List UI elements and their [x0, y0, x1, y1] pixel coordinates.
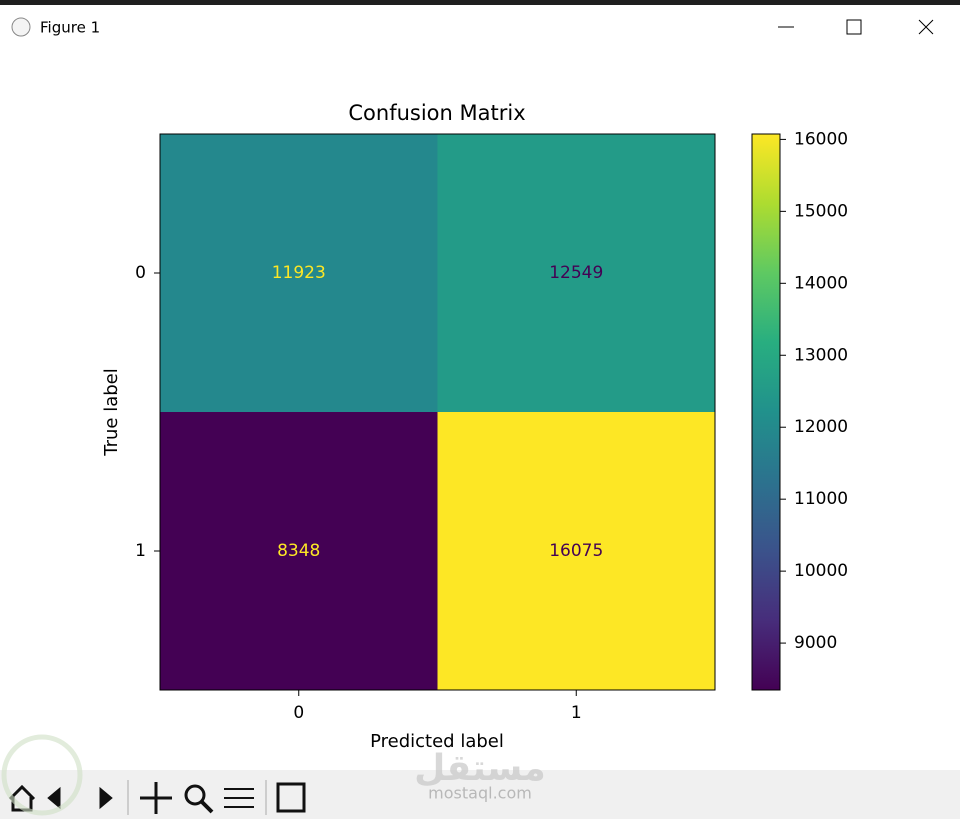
heatmap-cell: [437, 412, 715, 690]
colorbar-tick-label: 9000: [794, 633, 837, 653]
watermark-arabic: مستقل: [414, 748, 546, 789]
chart-title: Confusion Matrix: [348, 101, 525, 125]
heatmap-cell: [160, 412, 438, 690]
heatmap-cell: [160, 134, 438, 412]
toolbar: [0, 770, 960, 819]
watermark-logo: [1, 734, 83, 816]
app-icon: [11, 17, 31, 37]
colorbar-tick-label: 11000: [794, 489, 848, 509]
x-tick-label: 1: [571, 703, 582, 723]
colorbar-tick-label: 12000: [794, 417, 848, 437]
maximize-button[interactable]: [846, 19, 862, 35]
y-tick-label: 1: [135, 541, 146, 561]
configure-button[interactable]: [224, 788, 254, 808]
colorbar-tick-label: 13000: [794, 345, 848, 365]
save-button[interactable]: [276, 782, 306, 813]
heatmap-cell: [437, 134, 715, 412]
x-axis-label: Predicted label: [370, 731, 504, 752]
zoom-button[interactable]: [184, 784, 206, 806]
y-tick-label: 0: [135, 263, 146, 283]
x-tick-label: 0: [293, 703, 304, 723]
cell-label: 11923: [272, 263, 326, 283]
colorbar-tick-label: 10000: [794, 561, 848, 581]
back-button[interactable]: [47, 786, 61, 810]
colorbar-tick-label: 15000: [794, 201, 848, 221]
cell-label: 12549: [549, 263, 603, 283]
cell-label: 16075: [549, 541, 603, 561]
top-strip: [0, 0, 960, 5]
colorbar: [751, 133, 781, 691]
forward-button[interactable]: [99, 786, 113, 810]
y-axis-label: True label: [101, 368, 122, 457]
plot-frame: [159, 133, 716, 691]
colorbar-tick-label: 14000: [794, 273, 848, 293]
window-title: Figure 1: [40, 19, 100, 37]
pan-button[interactable]: [140, 782, 172, 814]
watermark-site: mostaql.com: [428, 784, 532, 803]
cell-label: 8348: [277, 541, 320, 561]
close-button[interactable]: [918, 19, 934, 35]
colorbar-tick-label: 16000: [794, 129, 848, 149]
toolbar-icons: [8, 780, 306, 815]
